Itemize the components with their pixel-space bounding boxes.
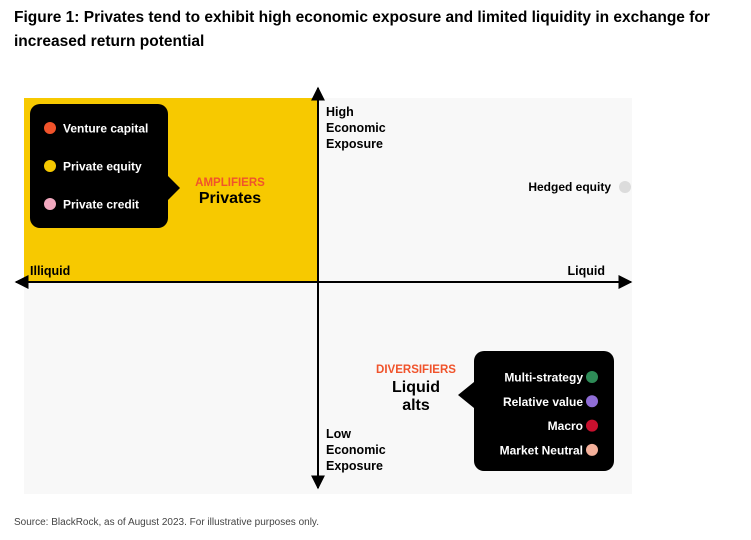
legend-label: Private credit: [63, 198, 139, 212]
legend-dot: [586, 395, 598, 408]
quadrant-bg: [24, 282, 318, 494]
axis-label: Low: [326, 427, 351, 441]
legend-dot: [586, 371, 598, 383]
legend-label: Macro: [548, 419, 583, 433]
group-name: alts: [402, 397, 430, 414]
legend-label: Market Neutral: [500, 443, 583, 457]
privates-callout: [30, 104, 180, 228]
axis-label: Illiquid: [30, 264, 70, 278]
hedged-dot: [619, 181, 631, 193]
legend-dot: [44, 122, 56, 134]
title: Figure 1: Privates tend to exhibit high …: [14, 9, 710, 50]
axis-label: Economic: [326, 443, 386, 457]
axis-label: High: [326, 105, 354, 119]
source: Source: BlackRock, as of August 2023. Fo…: [14, 517, 319, 528]
group-name: Liquid: [392, 379, 440, 396]
axis-label: Liquid: [568, 264, 606, 278]
group-tag: DIVERSIFIERS: [376, 364, 456, 376]
legend-dot: [586, 443, 598, 456]
legend-dot: [44, 198, 56, 210]
legend-label: Multi-strategy: [504, 371, 583, 385]
group-tag: AMPLIFIERS: [195, 177, 265, 189]
legend-label: Relative value: [503, 395, 583, 409]
legend-label: Private equity: [63, 160, 142, 174]
liquid-alts-callout: [458, 351, 614, 471]
group-name: Privates: [199, 190, 261, 207]
hedged-label: Hedged equity: [528, 180, 611, 194]
legend-dot: [44, 160, 56, 172]
axis-label: Exposure: [326, 137, 383, 151]
axis-label: Economic: [326, 121, 386, 135]
axis-label: Exposure: [326, 459, 383, 473]
legend-label: Venture capital: [63, 122, 148, 136]
legend-dot: [586, 419, 598, 432]
